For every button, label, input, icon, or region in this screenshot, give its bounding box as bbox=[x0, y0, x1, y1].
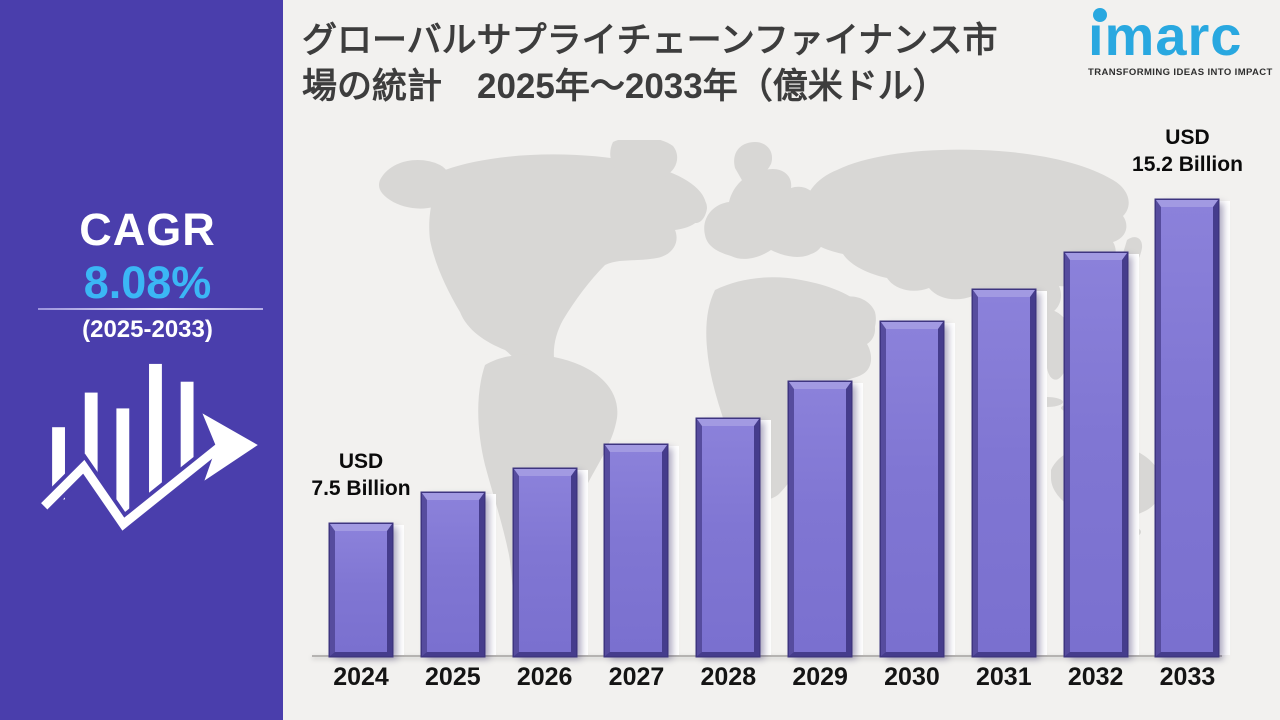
logo-wordmark: ımarc bbox=[1088, 6, 1268, 66]
x-axis-label-2033: 2033 bbox=[1159, 663, 1216, 691]
map-greenland bbox=[610, 140, 678, 179]
bar-2024 bbox=[330, 524, 392, 656]
value-label-2033: USD 15.2 Billion bbox=[1132, 126, 1243, 176]
growth-trend-icon bbox=[38, 363, 258, 534]
bar-2029 bbox=[789, 382, 852, 656]
cagr-divider bbox=[38, 308, 263, 310]
x-axis-label-2029: 2029 bbox=[792, 663, 848, 691]
map-alaska bbox=[379, 160, 452, 209]
bar-2026 bbox=[513, 469, 576, 656]
bar-2033 bbox=[1156, 200, 1219, 656]
cagr-value: 8.08% bbox=[83, 257, 212, 308]
x-axis-line bbox=[312, 655, 1222, 657]
map-north-america bbox=[429, 154, 706, 396]
bar-2031 bbox=[972, 290, 1035, 656]
x-axis-label-2026: 2026 bbox=[516, 663, 573, 691]
value-label-2024: USD 7.5 Billion bbox=[311, 450, 411, 500]
x-axis-label-2031: 2031 bbox=[975, 663, 1032, 691]
cagr-label: CAGR bbox=[79, 204, 216, 255]
bar-2028 bbox=[697, 419, 760, 656]
chart-title-line2: 場の統計 2025年～2033年（億米ドル） bbox=[302, 67, 948, 106]
x-axis-label-2024: 2024 bbox=[333, 663, 389, 691]
imarc-logo: ımarc TRANSFORMING IDEAS INTO IMPACT bbox=[1088, 6, 1273, 79]
left-panel: CAGR 8.08% (2025-2033) bbox=[0, 0, 283, 720]
x-axis-label-2028: 2028 bbox=[700, 663, 757, 691]
bar-2025 bbox=[421, 493, 484, 656]
map-arabia bbox=[831, 296, 876, 351]
chart-title-line1: グローバルサプライチェーンファイナンス市 bbox=[302, 21, 998, 60]
bar-2027 bbox=[605, 445, 668, 656]
map-indochina bbox=[1035, 308, 1072, 380]
map-uk bbox=[688, 199, 707, 224]
chart-title: グローバルサプライチェーンファイナンス市 場の統計 2025年～2033年（億米… bbox=[302, 18, 1082, 110]
x-axis-label-2030: 2030 bbox=[884, 663, 940, 691]
logo-text: ımarc bbox=[1088, 4, 1243, 67]
bar-2030 bbox=[880, 322, 943, 656]
logo-tagline: TRANSFORMING IDEAS INTO IMPACT bbox=[1088, 67, 1273, 78]
x-axis-label-2027: 2027 bbox=[608, 663, 665, 691]
map-indonesia-1 bbox=[1031, 397, 1063, 407]
x-axis-label-2025: 2025 bbox=[425, 663, 481, 691]
x-axis-label-2032: 2032 bbox=[1067, 663, 1124, 691]
map-europe bbox=[704, 168, 826, 259]
map-iceland bbox=[663, 175, 679, 185]
map-asia bbox=[802, 149, 1129, 359]
bar-2032 bbox=[1064, 253, 1127, 656]
logo-i-dot-icon bbox=[1093, 8, 1107, 22]
cagr-period: (2025-2033) bbox=[82, 316, 213, 343]
map-tasmania bbox=[1129, 528, 1141, 536]
